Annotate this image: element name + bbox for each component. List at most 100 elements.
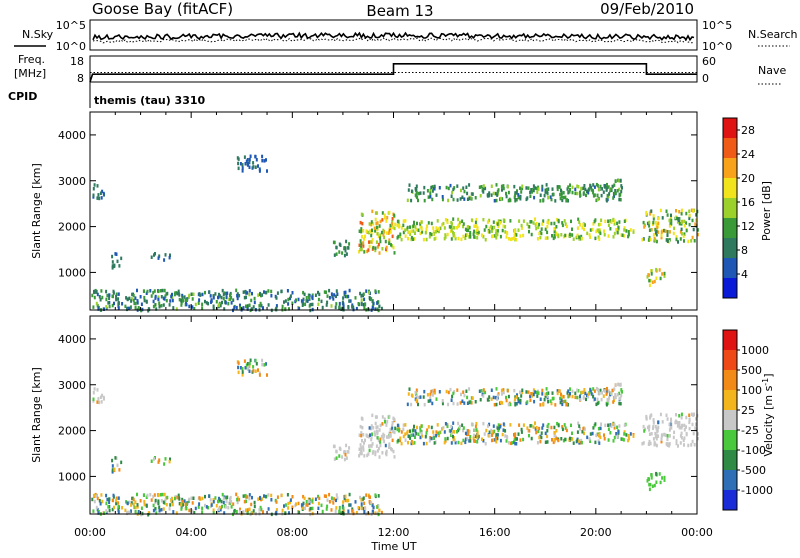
power-cell [509,219,512,223]
power-cell [335,294,337,299]
power-cell [210,299,213,303]
power-cell [383,213,386,217]
power-cell [474,196,477,200]
power-cell [609,227,612,231]
power-cell [173,292,176,297]
power-cell [258,167,261,171]
velocity-cell [652,418,655,422]
power-cell [596,183,599,188]
power-cell [473,235,476,239]
velocity-cell [361,439,363,443]
velocity-cell [374,511,377,515]
velocity-cell [632,434,635,438]
velocity-cell [515,437,518,441]
power-cell [576,234,579,239]
velocity-cell [410,439,413,444]
power-cell [171,298,174,303]
power-cell [105,289,108,294]
power-cell [291,291,294,295]
power-cell [120,256,123,261]
power-cell [413,220,415,225]
velocity-cell [304,506,307,511]
power-cell [691,218,694,223]
velocity-cell [680,416,683,420]
velocity-cell [449,429,452,433]
power-cell [297,297,300,302]
power-cell [616,221,619,226]
velocity-cell [183,499,186,503]
power-cell [243,155,246,159]
power-cell [692,209,695,213]
velocity-cell [444,422,447,426]
power-cell [482,217,485,222]
power-cell [582,222,585,227]
power-cell [92,193,95,197]
power-cell [474,230,477,235]
power-cell [499,221,502,225]
power-cell [600,218,603,222]
power-cell [431,185,434,189]
power-cell [651,280,654,284]
velocity-cell [362,448,365,452]
velocity-cell [519,401,522,405]
power-cell [388,210,391,215]
velocity-cell [505,439,508,443]
power-colorbar-tick-label: 16 [741,196,755,209]
velocity-cell [488,395,491,399]
power-cell [384,216,386,220]
power-cell [409,225,411,229]
power-cell [522,233,525,238]
power-cell [541,222,544,226]
power-cell [112,289,115,294]
power-cell [607,234,610,238]
velocity-cell [345,443,348,448]
power-cell [134,306,137,310]
power-cell [113,263,116,268]
power-cell [580,236,583,241]
velocity-cell [108,508,111,513]
power-cell [599,231,602,236]
power-cell [583,184,586,188]
power-cell [400,237,403,242]
power-cell [513,195,516,199]
velocity-cell [414,391,417,395]
power-cell [171,292,173,297]
power-cell [500,196,502,201]
power-cell [130,299,133,303]
power-cell [160,304,163,308]
velocity-cell [605,403,608,407]
power-cell [166,291,169,296]
velocity-cell [317,494,319,499]
velocity-cell [543,397,546,402]
power-cell [176,291,179,296]
velocity-cell [348,503,351,507]
velocity-cell [431,401,434,406]
power-cell [235,305,238,310]
power-cell [456,184,459,188]
velocity-cell [469,439,472,443]
power-cell [541,188,544,192]
velocity-cell [474,434,477,439]
velocity-cell [540,435,543,440]
velocity-cell [101,393,104,398]
power-cell [96,292,99,297]
power-cell [495,232,497,236]
velocity-cell [670,417,672,422]
velocity-cell [462,438,465,443]
velocity-cell [592,394,595,399]
velocity-cell [659,412,662,417]
power-cell [427,221,430,225]
power-cell [402,230,405,235]
power-cell [529,194,532,198]
power-cell [397,221,400,225]
velocity-cell [620,388,623,392]
velocity-cell [476,432,479,436]
power-cell [568,232,571,237]
power-cell [275,296,278,300]
power-cell [571,190,574,195]
velocity-cell [435,434,438,438]
velocity-cell [521,388,524,392]
power-cell [696,228,699,232]
velocity-cell [591,393,594,397]
power-cell [519,197,522,201]
